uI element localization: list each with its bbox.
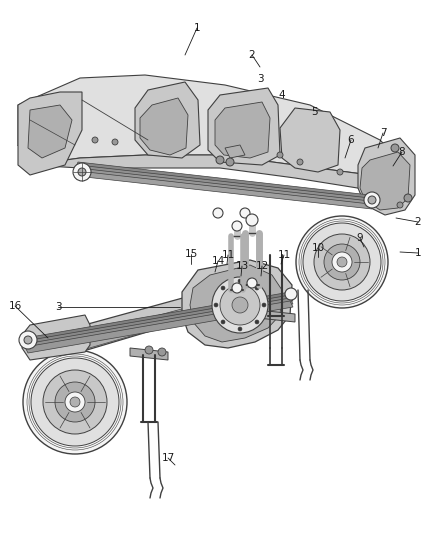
Polygon shape [280, 108, 340, 172]
Polygon shape [28, 105, 72, 158]
Circle shape [221, 286, 225, 290]
Polygon shape [76, 162, 372, 200]
Polygon shape [18, 92, 82, 175]
Circle shape [112, 139, 118, 145]
Text: 17: 17 [161, 453, 175, 463]
Text: 3: 3 [257, 74, 263, 84]
Circle shape [221, 320, 225, 324]
Text: 8: 8 [399, 147, 405, 157]
Circle shape [404, 194, 412, 202]
Circle shape [145, 346, 153, 354]
Circle shape [255, 320, 259, 324]
Text: 2: 2 [415, 217, 421, 227]
Circle shape [246, 214, 258, 226]
Circle shape [324, 244, 360, 280]
Circle shape [255, 286, 259, 290]
Polygon shape [25, 301, 293, 353]
Polygon shape [182, 260, 292, 348]
Circle shape [247, 278, 257, 288]
Circle shape [216, 156, 224, 164]
Text: 6: 6 [348, 135, 354, 145]
Text: 13: 13 [235, 261, 249, 271]
Circle shape [303, 223, 381, 301]
Polygon shape [130, 348, 168, 360]
Circle shape [220, 285, 260, 325]
Circle shape [214, 303, 218, 307]
Circle shape [364, 192, 380, 208]
Text: 10: 10 [311, 243, 325, 253]
Text: 11: 11 [221, 250, 235, 260]
Text: 9: 9 [357, 233, 363, 243]
Text: 2: 2 [249, 50, 255, 60]
Circle shape [238, 279, 242, 283]
Text: 15: 15 [184, 249, 198, 259]
Circle shape [314, 234, 370, 290]
Polygon shape [360, 152, 410, 210]
Polygon shape [208, 88, 280, 165]
Polygon shape [48, 296, 285, 358]
Polygon shape [25, 295, 293, 347]
Circle shape [240, 208, 250, 218]
Circle shape [55, 382, 95, 422]
Circle shape [19, 331, 37, 349]
Polygon shape [18, 75, 395, 175]
Circle shape [262, 303, 266, 307]
Circle shape [213, 208, 223, 218]
Text: 7: 7 [380, 128, 386, 138]
Polygon shape [190, 265, 282, 342]
Polygon shape [215, 102, 270, 158]
Polygon shape [76, 168, 372, 206]
Circle shape [232, 297, 248, 313]
Text: 14: 14 [212, 256, 225, 266]
Circle shape [73, 163, 91, 181]
Polygon shape [258, 310, 295, 322]
Polygon shape [76, 171, 372, 209]
Polygon shape [225, 145, 245, 158]
Circle shape [23, 350, 127, 454]
Circle shape [368, 196, 376, 204]
Circle shape [285, 288, 297, 300]
Circle shape [397, 202, 403, 208]
Polygon shape [22, 315, 90, 360]
Circle shape [226, 158, 234, 166]
Polygon shape [18, 145, 390, 200]
Text: 1: 1 [415, 248, 421, 258]
Circle shape [332, 252, 352, 272]
Circle shape [337, 169, 343, 175]
Circle shape [212, 277, 268, 333]
Polygon shape [140, 98, 188, 155]
Circle shape [92, 137, 98, 143]
Circle shape [158, 348, 166, 356]
Text: 1: 1 [194, 23, 200, 33]
Polygon shape [25, 292, 293, 344]
Circle shape [232, 221, 242, 231]
Circle shape [78, 168, 86, 176]
Text: 16: 16 [8, 301, 21, 311]
Polygon shape [25, 298, 293, 350]
Circle shape [391, 144, 399, 152]
Circle shape [70, 397, 80, 407]
Circle shape [31, 358, 119, 446]
Text: 3: 3 [55, 302, 61, 312]
Polygon shape [48, 285, 295, 358]
Polygon shape [76, 165, 372, 203]
Circle shape [65, 392, 85, 412]
Text: 4: 4 [279, 90, 285, 100]
Circle shape [277, 152, 283, 158]
Polygon shape [358, 138, 415, 215]
Text: 11: 11 [277, 250, 291, 260]
Circle shape [337, 257, 347, 267]
Circle shape [296, 216, 388, 308]
Circle shape [232, 283, 242, 293]
Circle shape [238, 327, 242, 331]
Polygon shape [135, 82, 200, 158]
Circle shape [297, 159, 303, 165]
Text: 12: 12 [255, 261, 268, 271]
Circle shape [24, 336, 32, 344]
Circle shape [43, 370, 107, 434]
Text: 5: 5 [312, 107, 318, 117]
